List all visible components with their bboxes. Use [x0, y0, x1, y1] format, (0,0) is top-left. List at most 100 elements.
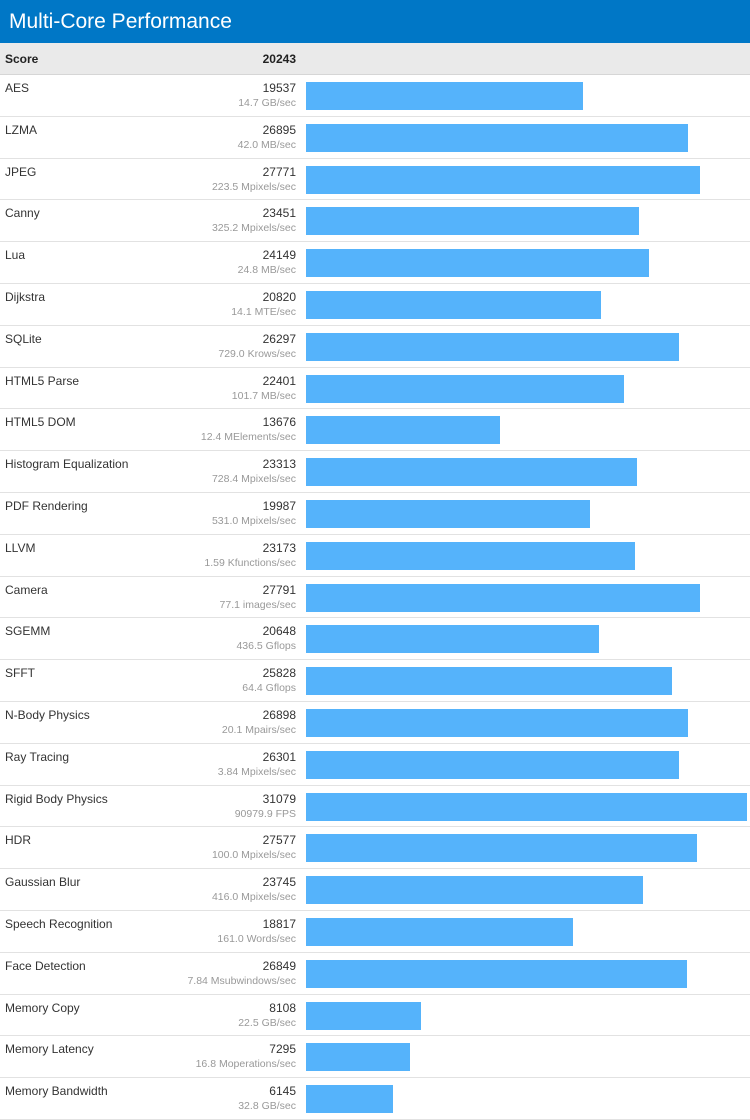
- benchmark-score: 20648: [262, 624, 296, 639]
- benchmark-bar: [306, 792, 747, 821]
- benchmark-name: Lua: [5, 248, 26, 263]
- benchmark-bar: [306, 123, 688, 152]
- benchmark-bar: [306, 1001, 422, 1030]
- benchmark-rate: 416.0 Mpixels/sec: [211, 891, 296, 904]
- benchmark-row: LZMA 26895 42.0 MB/sec: [0, 117, 750, 159]
- benchmark-row: HDR 27577 100.0 Mpixels/sec: [0, 827, 750, 870]
- benchmark-rate: 101.7 MB/sec: [231, 389, 296, 402]
- benchmark-rate: 531.0 Mpixels/sec: [211, 514, 296, 527]
- benchmark-row: Dijkstra 20820 14.1 MTE/sec: [0, 284, 750, 326]
- benchmark-bar: [306, 1043, 410, 1072]
- benchmark-name: PDF Rendering: [5, 498, 88, 513]
- benchmark-score: 25828: [262, 666, 296, 681]
- benchmark-name: HTML5 Parse: [5, 373, 80, 388]
- benchmark-score: 13676: [262, 415, 296, 430]
- benchmark-bar: [306, 750, 680, 779]
- benchmark-score: 18817: [262, 916, 296, 931]
- benchmark-rate: 223.5 Mpixels/sec: [211, 180, 296, 193]
- benchmark-rate: 42.0 MB/sec: [237, 138, 296, 151]
- benchmark-score: 26898: [262, 707, 296, 722]
- benchmark-bar: [306, 708, 688, 737]
- benchmark-name: AES: [5, 81, 30, 95]
- benchmark-row: Lua 24149 24.8 MB/sec: [0, 242, 750, 284]
- benchmark-name: Memory Bandwidth: [5, 1084, 108, 1099]
- benchmark-name: Dijkstra: [5, 289, 46, 304]
- benchmark-bar: [306, 583, 701, 612]
- benchmark-score: 20820: [262, 289, 296, 304]
- benchmark-bar: [306, 834, 698, 863]
- benchmark-rate: 729.0 Krows/sec: [218, 347, 296, 360]
- benchmark-rate: 14.1 MTE/sec: [231, 305, 296, 318]
- benchmark-name: LLVM: [5, 540, 36, 555]
- benchmark-name: Histogram Equalization: [5, 457, 129, 472]
- benchmark-row: SGEMM 20648 436.5 Gflops: [0, 618, 750, 661]
- benchmark-bar: [306, 541, 635, 570]
- benchmark-row: Speech Recognition 18817 161.0 Words/sec: [0, 911, 750, 953]
- benchmark-bar: [306, 416, 501, 445]
- benchmark-bar: [306, 249, 649, 278]
- benchmark-rate: 728.4 Mpixels/sec: [211, 473, 296, 486]
- benchmark-bar: [306, 290, 602, 319]
- benchmark-name: N-Body Physics: [5, 707, 90, 722]
- benchmark-score: 22401: [262, 373, 296, 388]
- benchmark-bar: [306, 499, 590, 528]
- benchmark-rate: 7.84 Msubwindows/sec: [187, 974, 296, 987]
- benchmark-name: Speech Recognition: [5, 916, 113, 931]
- benchmark-row: PDF Rendering 19987 531.0 Mpixels/sec: [0, 493, 750, 535]
- benchmark-bar: [306, 625, 599, 654]
- benchmark-name: SGEMM: [5, 624, 51, 639]
- benchmark-name: Memory Copy: [5, 1000, 80, 1015]
- benchmark-name: Face Detection: [5, 958, 86, 973]
- benchmark-row: N-Body Physics 26898 20.1 Mpairs/sec: [0, 702, 750, 744]
- benchmark-bar: [306, 82, 584, 110]
- benchmark-score: 23173: [262, 540, 296, 555]
- benchmark-row: LLVM 23173 1.59 Kfunctions/sec: [0, 535, 750, 577]
- benchmark-score: 26895: [262, 122, 296, 137]
- benchmark-rate: 100.0 Mpixels/sec: [211, 849, 296, 862]
- benchmark-rate: 24.8 MB/sec: [237, 264, 296, 277]
- benchmark-name: HDR: [5, 833, 31, 848]
- benchmark-bar: [306, 667, 673, 696]
- benchmark-bar: [306, 207, 639, 236]
- overall-score-value: 20243: [262, 52, 296, 66]
- benchmark-bar: [306, 917, 573, 946]
- benchmark-name: Canny: [5, 206, 40, 221]
- benchmark-row: Memory Latency 7295 16.8 Moperations/sec: [0, 1036, 750, 1079]
- benchmark-name: HTML5 DOM: [5, 415, 76, 430]
- benchmark-bar: [306, 959, 687, 988]
- benchmark-score: 6145: [269, 1084, 296, 1099]
- benchmark-score: 8108: [269, 1000, 296, 1015]
- benchmark-row: Ray Tracing 26301 3.84 Mpixels/sec: [0, 744, 750, 786]
- benchmark-name: SFFT: [5, 666, 35, 681]
- benchmark-rate: 3.84 Mpixels/sec: [217, 765, 296, 778]
- benchmark-name: JPEG: [5, 164, 37, 179]
- benchmark-name: Rigid Body Physics: [5, 791, 108, 806]
- benchmark-bar: [306, 1085, 394, 1114]
- title-bar: Multi-Core Performance: [0, 0, 750, 43]
- benchmark-bar-chart: AES 19537 14.7 GB/sec LZMA 26895 42.0 MB/sec J…: [0, 75, 750, 1120]
- benchmark-score: 26849: [262, 958, 296, 973]
- benchmark-name: SQLite: [5, 331, 42, 346]
- benchmark-rate: 77.1 images/sec: [219, 598, 296, 611]
- benchmark-score: 27771: [262, 164, 296, 179]
- benchmark-bar: [306, 458, 637, 487]
- benchmark-rate: 12.4 MElements/sec: [200, 431, 296, 444]
- benchmark-rate: 22.5 GB/sec: [238, 1016, 296, 1029]
- benchmark-rate: 436.5 Gflops: [236, 640, 296, 653]
- benchmark-name: Memory Latency: [5, 1042, 94, 1057]
- benchmark-bar: [306, 165, 701, 194]
- benchmark-name: Ray Tracing: [5, 749, 70, 764]
- benchmark-score: 23451: [262, 206, 296, 221]
- benchmark-score: 24149: [262, 248, 296, 263]
- benchmark-rate: 16.8 Moperations/sec: [195, 1058, 296, 1071]
- benchmark-row: Histogram Equalization 23313 728.4 Mpixels…: [0, 451, 750, 493]
- benchmark-row: Memory Copy 8108 22.5 GB/sec: [0, 995, 750, 1037]
- benchmark-rate: 32.8 GB/sec: [238, 1100, 296, 1113]
- benchmark-bar: [306, 332, 680, 361]
- benchmark-rate: 1.59 Kfunctions/sec: [204, 556, 296, 569]
- benchmark-score: 23313: [262, 457, 296, 472]
- benchmark-row: Gaussian Blur 23745 416.0 Mpixels/sec: [0, 869, 750, 911]
- benchmark-row: HTML5 DOM 13676 12.4 MElements/sec: [0, 409, 750, 452]
- benchmark-name: Camera: [5, 582, 48, 597]
- benchmark-score: 26297: [262, 331, 296, 346]
